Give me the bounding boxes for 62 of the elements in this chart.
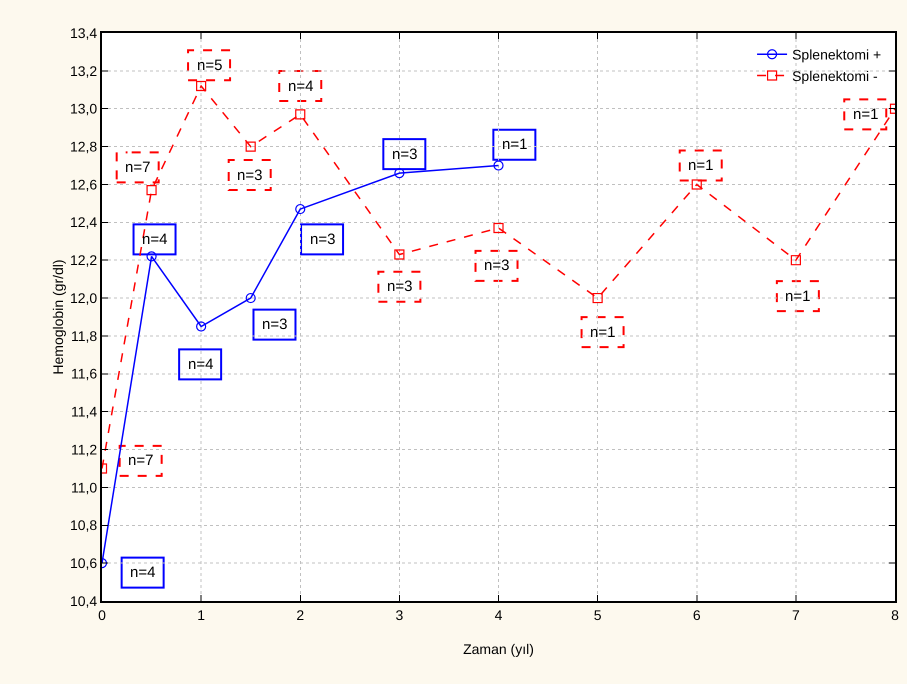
annotation: n=4 <box>288 78 314 95</box>
x-tick-label: 4 <box>494 606 503 623</box>
point <box>295 204 306 214</box>
annotation: n=4 <box>188 356 214 373</box>
y-tick-label: 12,6 <box>70 176 98 192</box>
point <box>196 321 206 332</box>
y-tick-label: 10,4 <box>70 592 98 609</box>
annotation: n=5 <box>197 57 222 74</box>
annotation: n=7 <box>125 159 150 176</box>
annotation: n=4 <box>142 231 168 248</box>
x-axis-title: Zaman (yıl) <box>463 641 534 657</box>
annotation: n=3 <box>392 146 418 163</box>
x-tick-label: 1 <box>197 606 206 623</box>
legend-label: Splenektomi + <box>792 46 882 63</box>
x-tick-label: 8 <box>891 606 900 623</box>
y-tick-label: 10,6 <box>70 555 98 572</box>
y-tick-label: 13,0 <box>70 100 98 117</box>
point <box>493 160 504 171</box>
y-tick-label: 11,8 <box>70 328 98 344</box>
y-tick-label: 13,2 <box>70 62 98 79</box>
y-tick-label: 11,4 <box>70 404 98 420</box>
annotation: n=1 <box>688 157 714 174</box>
annotation: n=3 <box>310 231 336 248</box>
y-tick-label: 13,4 <box>70 24 98 41</box>
y-tick-label: 11,2 <box>70 441 98 458</box>
point <box>146 185 157 196</box>
annotation: n=1 <box>590 324 616 341</box>
annotation: n=4 <box>130 564 156 581</box>
y-tick-label: 12,2 <box>70 252 98 268</box>
annotation: n=3 <box>262 316 288 333</box>
annotation: n=1 <box>853 106 878 123</box>
y-tick-label: 10,8 <box>70 517 98 534</box>
x-tick-label: 7 <box>792 606 800 623</box>
point <box>394 249 404 260</box>
y-tick-label: 11,6 <box>70 366 98 382</box>
point <box>196 80 206 92</box>
x-tick-label: 0 <box>98 606 106 623</box>
point <box>146 251 157 262</box>
x-tick-label: 5 <box>594 606 602 623</box>
annotation: n=1 <box>502 136 528 153</box>
x-tick-label: 3 <box>395 606 404 623</box>
point <box>246 142 256 152</box>
annotation: n=1 <box>785 288 810 305</box>
y-tick-label: 12,4 <box>70 214 98 230</box>
annotation: n=3 <box>387 278 412 295</box>
point <box>246 292 256 304</box>
point <box>295 109 306 120</box>
y-axis-title: Hemoglobin (gr/dl) <box>50 259 66 375</box>
legend-label: Splenektomi - <box>792 68 878 84</box>
y-tick-label: 12,0 <box>70 290 98 306</box>
point <box>790 255 801 266</box>
y-tick-label: 12,8 <box>70 138 98 154</box>
annotation: n=3 <box>237 167 262 184</box>
annotation: n=3 <box>484 257 510 274</box>
x-tick-label: 6 <box>692 606 701 623</box>
point <box>592 292 603 304</box>
point <box>692 179 702 190</box>
annotation: n=7 <box>128 452 154 469</box>
point <box>493 222 504 234</box>
x-tick-label: 2 <box>296 606 304 623</box>
y-tick-label: 11,0 <box>70 479 98 496</box>
point <box>394 168 404 178</box>
